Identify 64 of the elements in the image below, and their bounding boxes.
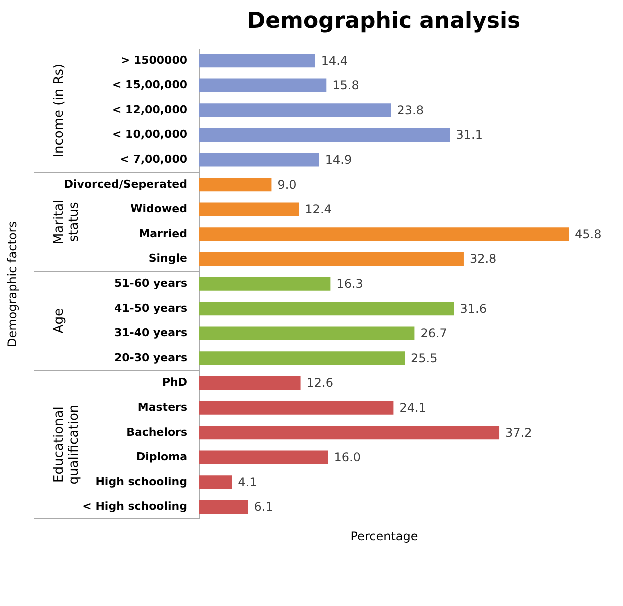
y-tick-label: 51-60 years xyxy=(114,277,188,290)
y-tick-label: < High schooling xyxy=(82,500,188,514)
data-label: 16.3 xyxy=(336,277,364,291)
bar xyxy=(199,500,248,514)
data-label: 45.8 xyxy=(575,227,602,242)
data-label: 23.8 xyxy=(397,103,424,118)
y-tick-label: < 7,00,000 xyxy=(120,152,188,166)
data-label: 16.0 xyxy=(334,450,361,465)
bar xyxy=(199,302,454,316)
x-axis-title: Percentage xyxy=(350,530,418,544)
bar xyxy=(199,352,406,366)
data-label: 15.8 xyxy=(332,78,360,93)
data-label: 26.7 xyxy=(420,326,448,341)
bar xyxy=(199,128,450,142)
data-label: 32.8 xyxy=(470,252,497,266)
y-tick-label: Widowed xyxy=(130,202,188,216)
y-tick-label: Masters xyxy=(138,401,188,414)
data-label: 12.4 xyxy=(305,202,332,217)
y-tick-label: < 15,00,000 xyxy=(112,78,188,92)
data-label: 31.6 xyxy=(460,302,488,316)
text: Marital status xyxy=(52,200,82,245)
text: Educational qualification xyxy=(52,404,82,485)
bar xyxy=(199,376,301,390)
y-tick-label: Bachelors xyxy=(126,426,188,439)
bar xyxy=(199,228,569,242)
bar xyxy=(199,54,316,68)
bar xyxy=(199,450,328,464)
bar xyxy=(199,252,464,266)
data-label: 14.9 xyxy=(325,152,352,167)
y-tick-label: < 10,00,000 xyxy=(112,128,188,142)
data-label: 24.1 xyxy=(400,401,426,416)
y-tick-label: 31-40 years xyxy=(114,326,188,340)
bar xyxy=(199,78,327,92)
data-label: 37.2 xyxy=(506,426,532,440)
data-label: 31.1 xyxy=(456,128,483,142)
bar xyxy=(199,202,300,216)
y-tick-label: Married xyxy=(139,227,188,240)
y-tick-label: 41-50 years xyxy=(114,302,188,315)
y-tick-label: 20-30 years xyxy=(114,351,188,364)
text: Income (in Rs) xyxy=(52,64,67,158)
bar xyxy=(199,277,331,291)
y-tick-label: > 1500000 xyxy=(120,54,188,67)
y-tick-label: Diploma xyxy=(136,450,188,464)
data-label: 9.0 xyxy=(278,178,297,192)
bar xyxy=(199,476,232,490)
y-tick-label: < 12,00,000 xyxy=(112,103,188,116)
bar xyxy=(199,426,500,440)
bar xyxy=(199,326,415,340)
y-tick-label: Single xyxy=(148,252,188,266)
y-tick-label: PhD xyxy=(162,376,188,390)
data-label: 12.6 xyxy=(306,376,334,390)
bar xyxy=(199,401,394,415)
data-label: 6.1 xyxy=(254,500,274,514)
y-tick-label: Divorced/Seperated xyxy=(64,178,188,191)
chart-title: Demographic analysis xyxy=(247,9,521,34)
text: Age xyxy=(52,308,67,334)
y-tick-label: High schooling xyxy=(96,475,188,488)
y-axis-title: Demographic factors xyxy=(5,222,20,348)
data-label: 25.5 xyxy=(411,351,438,366)
data-label: 4.1 xyxy=(238,475,258,490)
bar xyxy=(199,178,272,192)
data-label: 14.4 xyxy=(321,54,348,68)
bar xyxy=(199,104,392,118)
bar xyxy=(199,153,320,167)
